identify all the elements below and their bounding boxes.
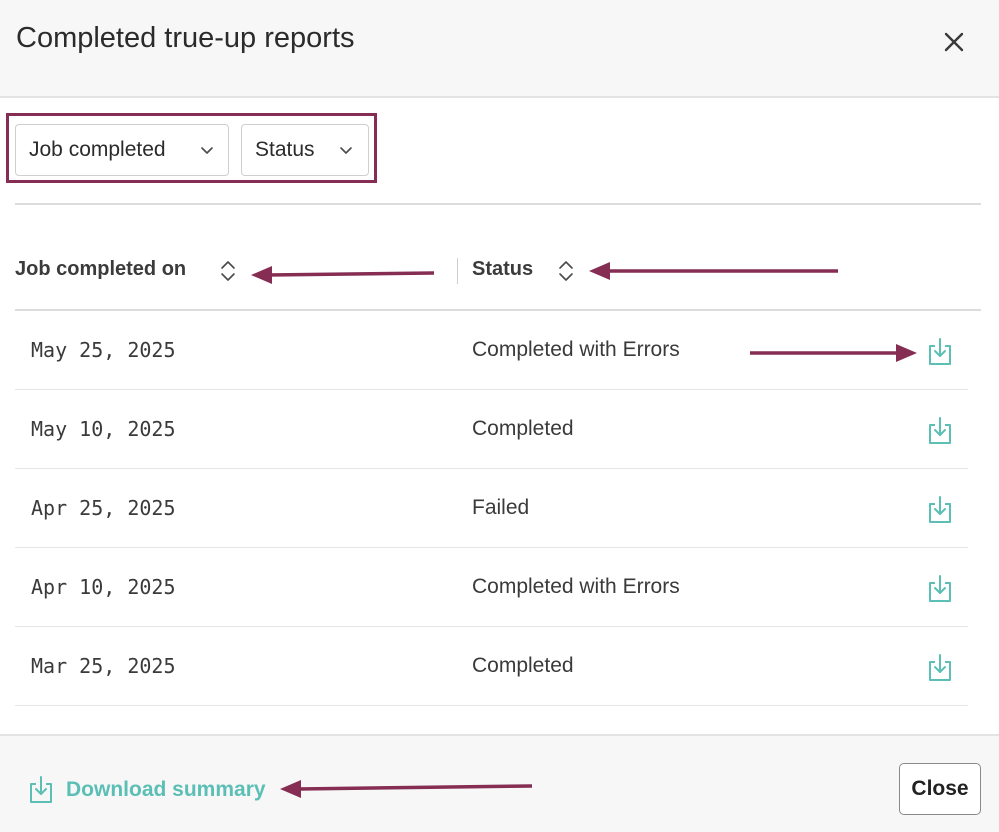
chevron-down-icon: [201, 147, 213, 154]
filter-label: Status: [255, 138, 315, 161]
table-row: May 10, 2025 Completed: [15, 390, 968, 469]
filter-status[interactable]: Status: [241, 124, 369, 176]
job-status: Failed: [472, 496, 530, 519]
table-row: May 25, 2025 Completed with Errors: [15, 311, 968, 390]
job-completed-date: Mar 25, 2025: [31, 654, 176, 678]
table-row: Apr 25, 2025 Failed: [15, 469, 968, 548]
download-icon[interactable]: [927, 416, 953, 446]
annotation-arrow: [251, 266, 435, 284]
filter-job-completed[interactable]: Job completed: [15, 124, 229, 176]
download-icon[interactable]: [927, 574, 953, 604]
table-row: Apr 10, 2025 Completed with Errors: [15, 548, 968, 627]
close-button[interactable]: Close: [899, 763, 981, 815]
filter-label: Job completed: [29, 138, 166, 161]
job-completed-date: Apr 10, 2025: [31, 575, 176, 599]
sort-icon[interactable]: [219, 257, 237, 285]
dialog-footer: [0, 734, 999, 832]
job-status: Completed with Errors: [472, 338, 680, 361]
chevron-down-icon: [340, 147, 352, 154]
column-header-job-completed[interactable]: Job completed on: [15, 258, 187, 280]
divider: [15, 203, 981, 205]
header-divider: [15, 309, 981, 311]
download-summary-label: Download summary: [66, 778, 266, 801]
dialog-title: Completed true-up reports: [16, 22, 355, 54]
job-completed-date: May 25, 2025: [31, 338, 176, 362]
column-header-status[interactable]: Status: [472, 258, 534, 280]
sort-icon[interactable]: [557, 257, 575, 285]
job-completed-date: Apr 25, 2025: [31, 496, 176, 520]
filters-highlight-box: [6, 113, 377, 183]
job-status: Completed with Errors: [472, 575, 680, 598]
job-completed-date: May 10, 2025: [31, 417, 176, 441]
annotation-arrow: [589, 262, 838, 280]
download-icon[interactable]: [927, 653, 953, 683]
download-icon: [30, 776, 52, 803]
job-status: Completed: [472, 654, 574, 677]
close-icon[interactable]: [938, 26, 970, 58]
column-separator: [457, 258, 458, 284]
dialog-header: Completed true-up reports: [0, 0, 999, 98]
download-summary-link[interactable]: Download summary: [28, 774, 266, 806]
table-row: Mar 25, 2025 Completed: [15, 627, 968, 706]
download-icon[interactable]: [927, 495, 953, 525]
download-icon[interactable]: [927, 337, 953, 367]
job-status: Completed: [472, 417, 574, 440]
